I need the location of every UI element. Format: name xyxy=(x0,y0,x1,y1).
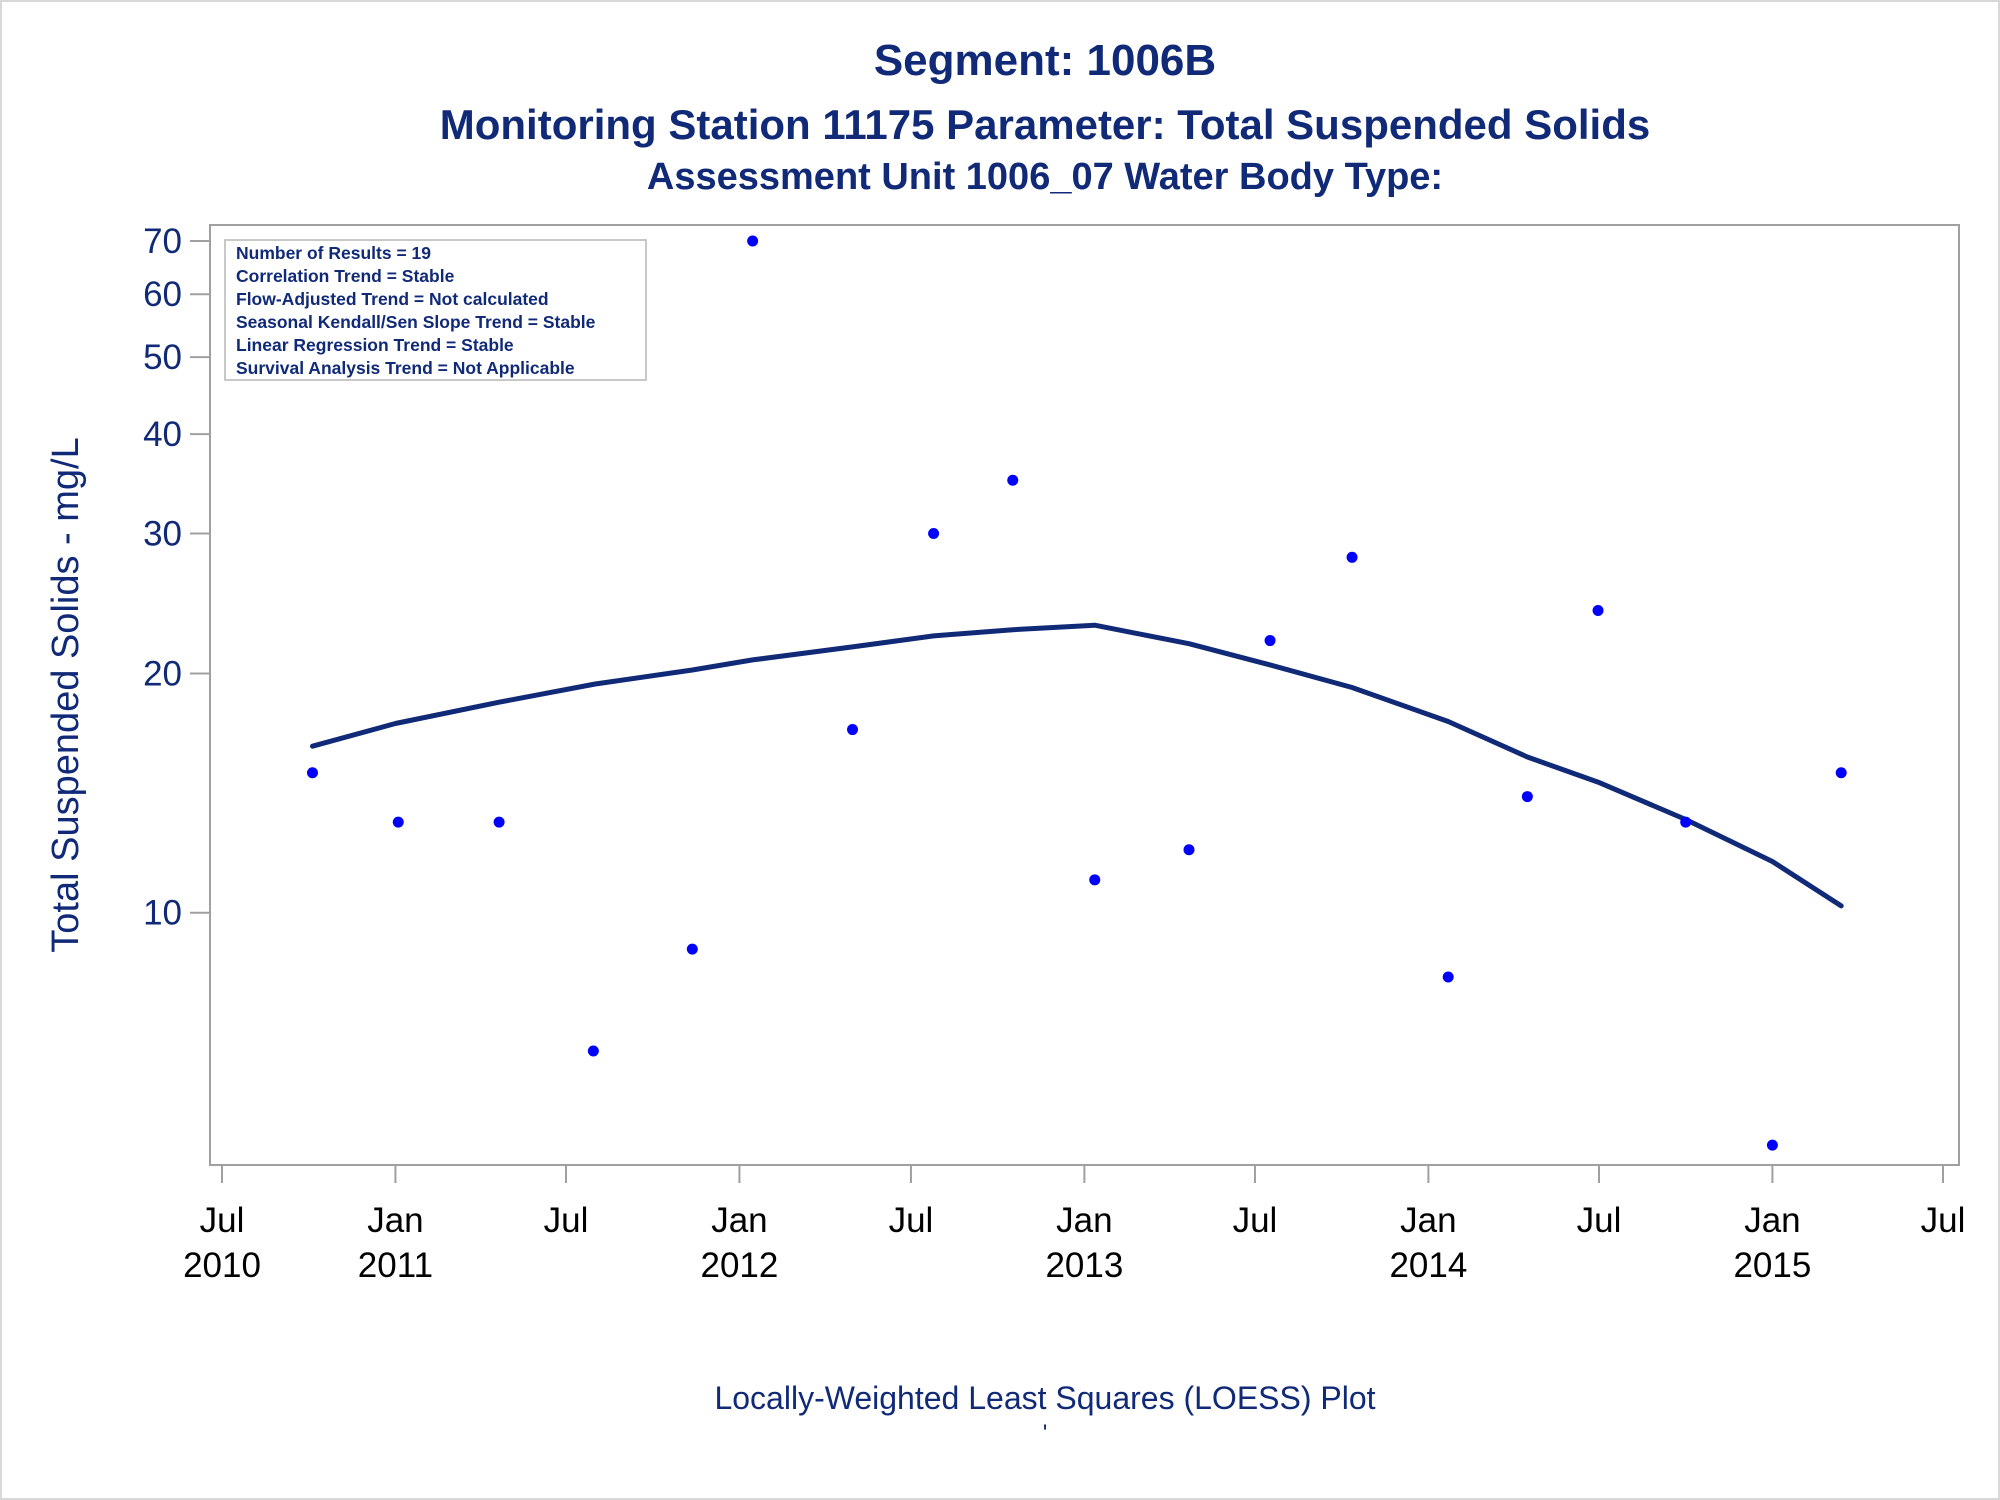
x-tick-year-label: 2010 xyxy=(183,1246,261,1285)
y-tick-label: 40 xyxy=(143,415,182,454)
y-axis: 10 20 30 40 50 60 70 xyxy=(143,222,210,933)
x-tick-month-label: Jan xyxy=(1744,1201,1800,1240)
data-point xyxy=(1264,635,1276,647)
data-point xyxy=(747,235,759,247)
data-point xyxy=(1766,1139,1778,1151)
x-tick-month-label: Jan xyxy=(1400,1201,1456,1240)
trend-stats-box: Number of Results = 19 Correlation Trend … xyxy=(224,239,647,381)
data-point xyxy=(1521,791,1533,803)
data-point xyxy=(493,816,505,828)
stats-line: Linear Regression Trend = Stable xyxy=(236,335,514,355)
data-point xyxy=(1592,605,1604,617)
data-point xyxy=(1346,551,1358,563)
data-point xyxy=(686,943,698,955)
chart-subtitle-assessment-unit: Assessment Unit 1006_07 Water Body Type: xyxy=(646,156,1444,198)
x-tick-month-label: Jul xyxy=(1233,1201,1278,1240)
x-tick-month-label: Jul xyxy=(200,1201,245,1240)
stats-line: Survival Analysis Trend = Not Applicable xyxy=(236,358,575,378)
footnote: Locally-Weighted Least Squares (LOESS) P… xyxy=(714,1380,1376,1416)
data-point xyxy=(392,816,404,828)
data-point xyxy=(928,527,940,539)
data-series xyxy=(306,235,1847,1151)
x-tick-year-label: 2011 xyxy=(358,1246,433,1285)
y-tick-label: 20 xyxy=(143,654,182,693)
footnote-mark: ' xyxy=(1042,1420,1048,1447)
chart-title: Segment: 1006B xyxy=(873,36,1217,85)
x-tick-year-label: 2014 xyxy=(1389,1246,1467,1285)
x-tick-month-label: Jul xyxy=(1921,1201,1966,1240)
stats-line: Flow-Adjusted Trend = Not calculated xyxy=(236,289,549,309)
y-tick-label: 60 xyxy=(143,275,182,314)
y-axis-title: Total Suspended Solids - mg/L xyxy=(45,437,87,952)
x-tick-year-label: 2012 xyxy=(700,1246,778,1285)
stats-box-border xyxy=(224,239,647,381)
x-tick-month-label: Jan xyxy=(711,1201,767,1240)
data-point xyxy=(306,767,318,779)
stats-line: Correlation Trend = Stable xyxy=(236,266,455,286)
y-tick-label: 70 xyxy=(143,222,182,261)
data-point xyxy=(847,724,859,736)
x-tick-month-label: Jul xyxy=(544,1201,589,1240)
data-point xyxy=(1089,874,1101,886)
x-tick-year-label: 2013 xyxy=(1045,1246,1123,1285)
data-point xyxy=(1183,844,1195,856)
x-tick-month-label: Jan xyxy=(1056,1201,1112,1240)
x-tick-year-label: 2015 xyxy=(1733,1246,1811,1285)
y-tick-label: 50 xyxy=(143,338,182,377)
y-tick-label: 10 xyxy=(143,894,182,933)
x-tick-month-label: Jan xyxy=(367,1201,423,1240)
y-tick-label: 30 xyxy=(143,514,182,553)
data-point xyxy=(587,1045,599,1057)
data-point xyxy=(1442,971,1454,983)
data-point xyxy=(1007,474,1019,486)
x-tick-month-label: Jul xyxy=(1577,1201,1622,1240)
x-tick-month-label: Jul xyxy=(889,1201,934,1240)
chart-subtitle-station: Monitoring Station 11175 Parameter: Tota… xyxy=(439,101,1651,148)
data-point xyxy=(1835,767,1847,779)
x-axis: Jul 2010 Jan 2011 Jul Jan 2012 Jul Jan 2013 Jul Jan… xyxy=(183,1165,1965,1285)
stats-line: Seasonal Kendall/Sen Slope Trend = Stabl… xyxy=(236,312,596,332)
stats-line: Number of Results = 19 xyxy=(236,243,431,263)
loess-curve xyxy=(310,622,1844,909)
data-point xyxy=(1680,816,1692,828)
